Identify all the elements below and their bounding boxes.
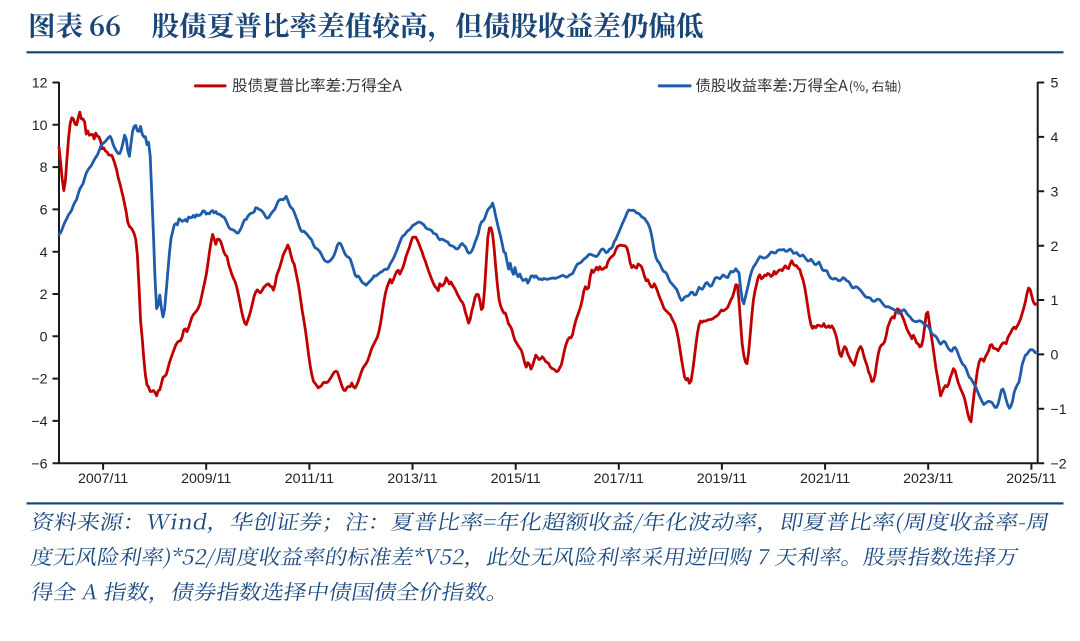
svg-text:1: 1 — [1051, 293, 1059, 309]
svg-text:−1: −1 — [1051, 402, 1067, 418]
svg-text:0: 0 — [1051, 348, 1059, 364]
svg-text:2: 2 — [1051, 239, 1059, 255]
svg-text:5: 5 — [1051, 76, 1059, 92]
svg-text:8: 8 — [40, 160, 48, 176]
svg-text:2013/11: 2013/11 — [387, 471, 437, 487]
svg-text:4: 4 — [1051, 130, 1059, 146]
svg-text:2019/11: 2019/11 — [697, 471, 747, 487]
svg-text:2017/11: 2017/11 — [594, 471, 644, 487]
svg-text:2011/11: 2011/11 — [285, 471, 334, 487]
svg-text:10: 10 — [32, 118, 48, 134]
svg-text:2007/11: 2007/11 — [78, 471, 128, 487]
svg-text:2: 2 — [40, 287, 48, 303]
svg-text:2023/11: 2023/11 — [903, 471, 953, 487]
svg-text:−4: −4 — [31, 414, 47, 430]
svg-text:4: 4 — [40, 245, 48, 261]
svg-text:3: 3 — [1051, 184, 1059, 200]
svg-text:12: 12 — [32, 76, 48, 92]
svg-text:2025/11: 2025/11 — [1006, 471, 1056, 487]
svg-text:−2: −2 — [1051, 456, 1067, 472]
svg-text:2009/11: 2009/11 — [181, 471, 231, 487]
svg-text:0: 0 — [40, 329, 48, 345]
svg-text:2015/11: 2015/11 — [491, 471, 541, 487]
svg-text:−2: −2 — [31, 372, 47, 388]
svg-text:−6: −6 — [31, 456, 47, 472]
svg-text:2021/11: 2021/11 — [800, 471, 850, 487]
svg-text:6: 6 — [40, 203, 48, 219]
